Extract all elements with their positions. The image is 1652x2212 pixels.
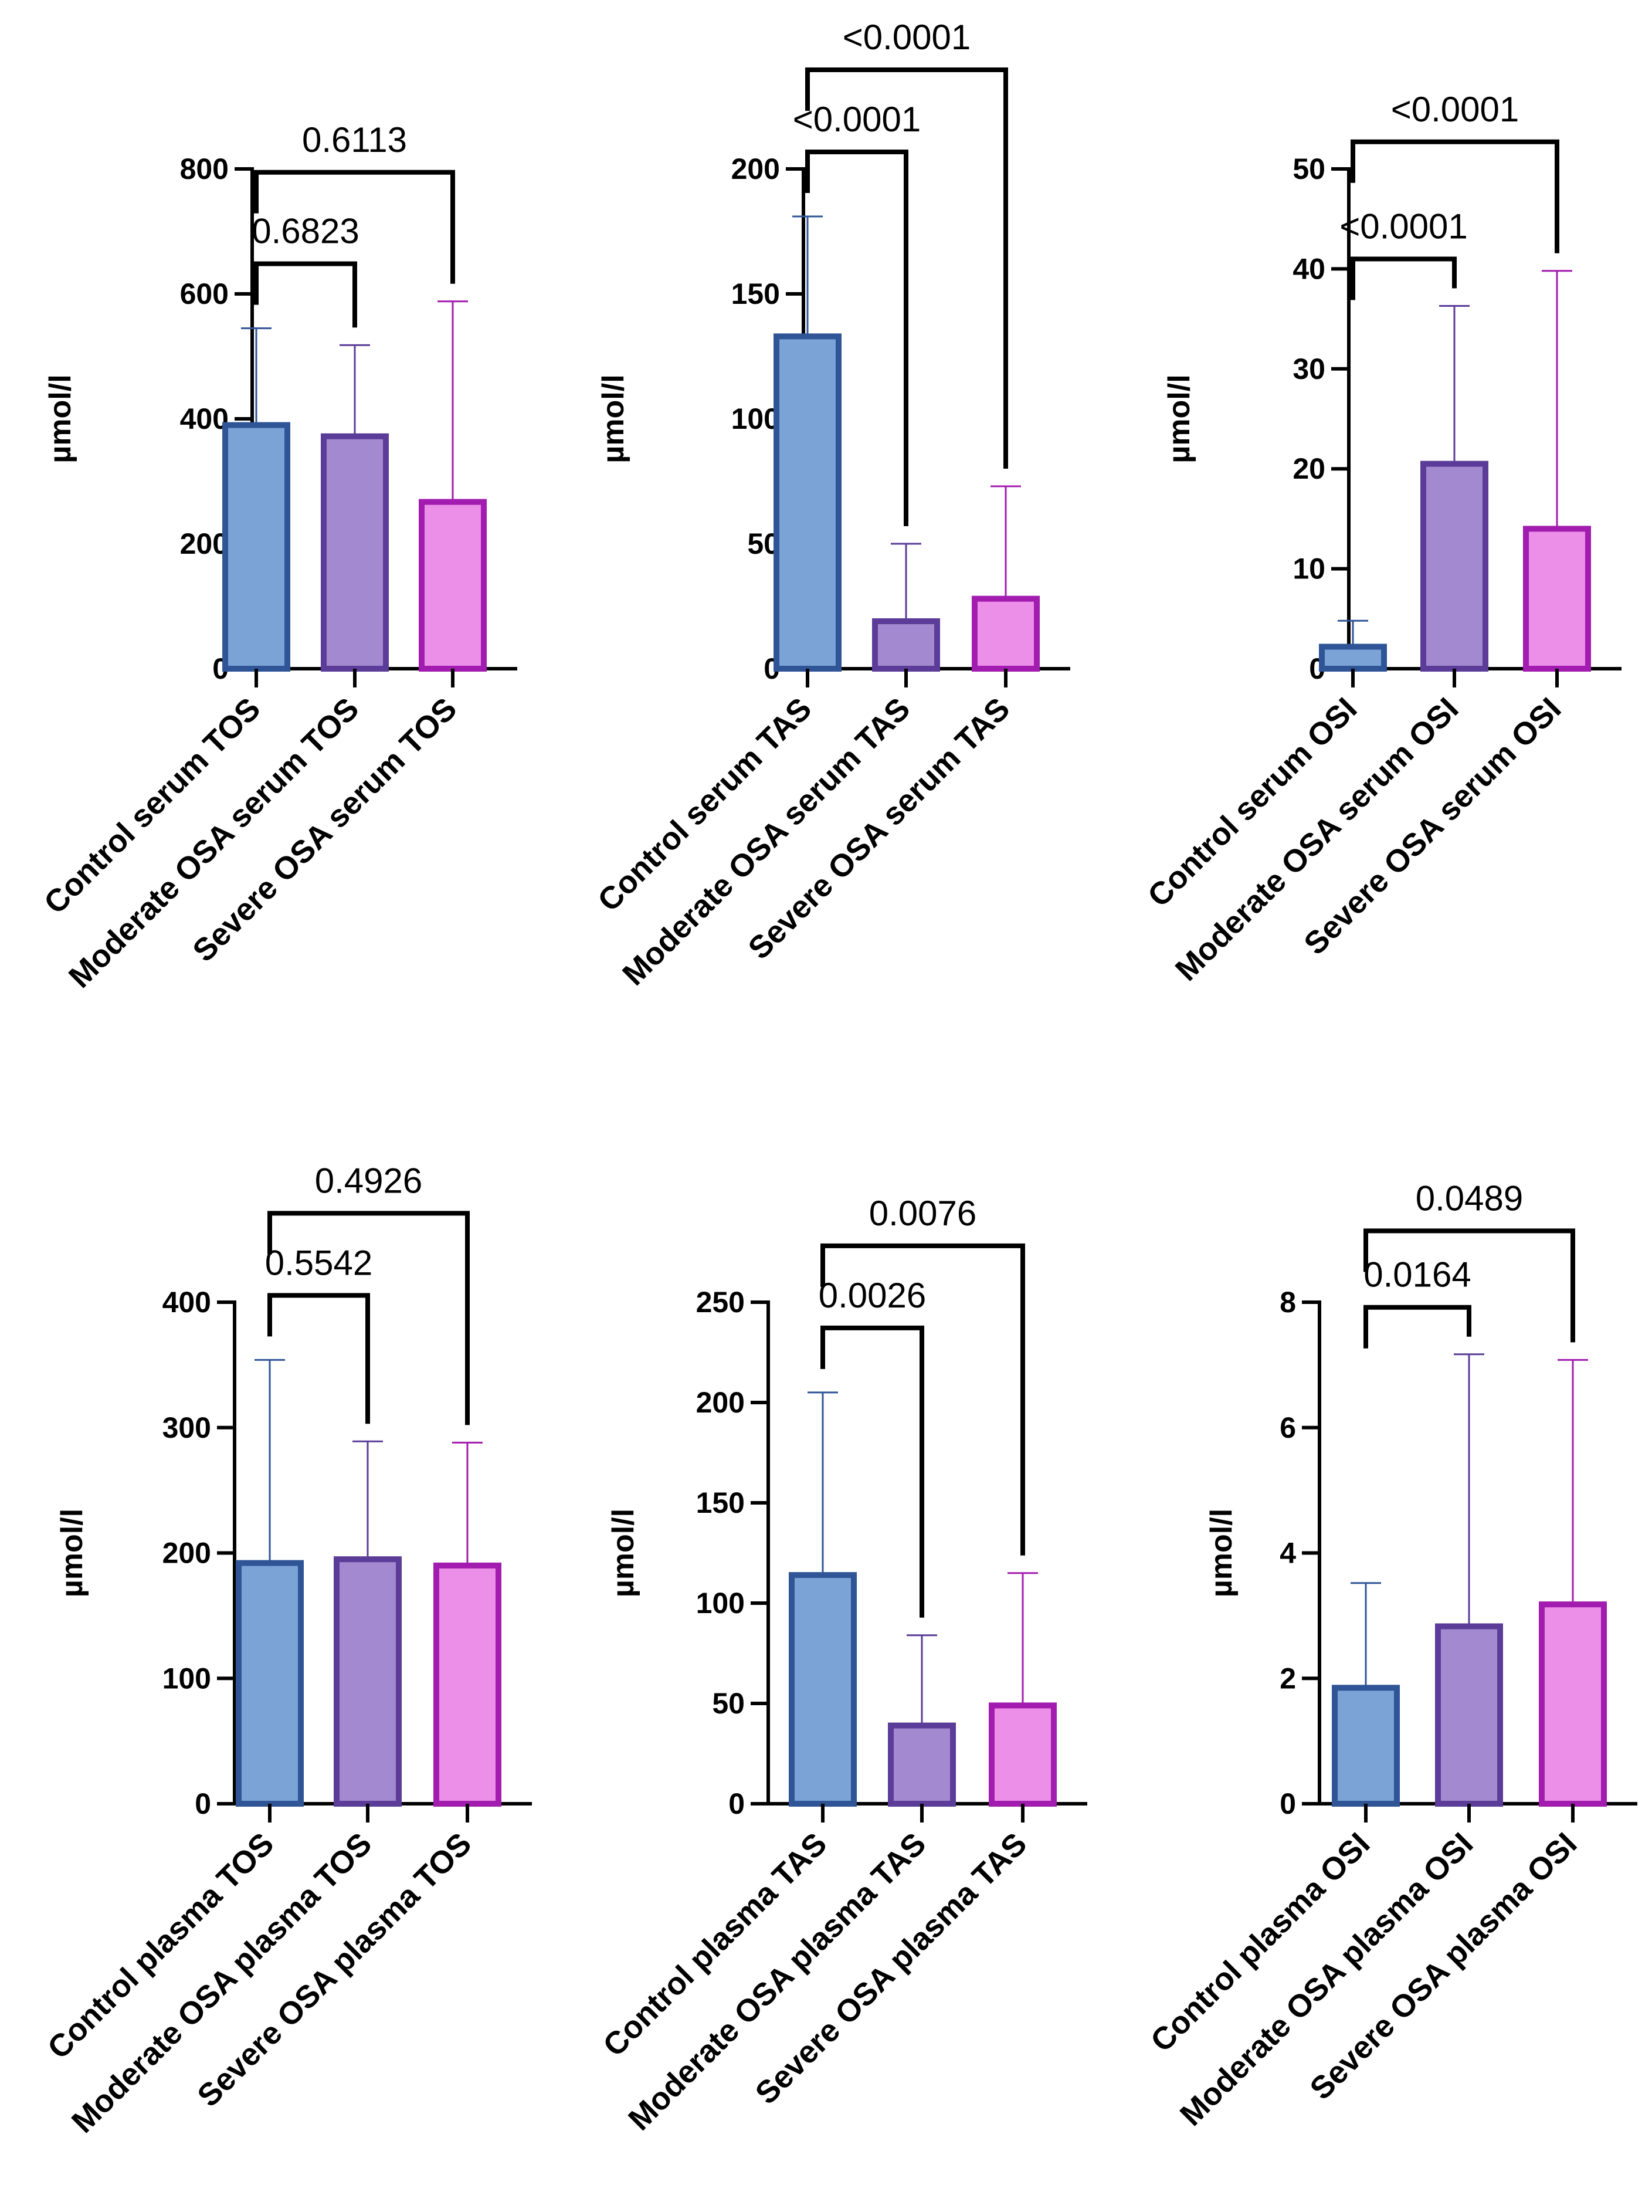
- bar: [222, 422, 290, 672]
- bar: [1420, 460, 1488, 672]
- bar: [419, 499, 487, 672]
- y-tick-label: 600: [180, 277, 229, 310]
- y-tick-label: 8: [1280, 1286, 1296, 1319]
- y-tick-label: 300: [162, 1411, 211, 1444]
- bar: [321, 433, 389, 672]
- y-tick-label: 20: [1293, 452, 1325, 485]
- y-tick-label: 50: [712, 1687, 745, 1720]
- bar: [334, 1556, 402, 1807]
- bar: [989, 1702, 1057, 1807]
- y-tick-label: 4: [1280, 1537, 1296, 1570]
- y-tick-label: 0: [728, 1787, 745, 1820]
- y-axis-label: µmol/l: [1205, 1509, 1239, 1597]
- y-tick-label: 150: [731, 277, 780, 310]
- bar: [789, 1572, 857, 1807]
- p-value-label: <0.0001: [1391, 90, 1519, 129]
- bar: [1523, 526, 1591, 672]
- y-tick-label: 150: [696, 1486, 745, 1519]
- bar: [1319, 643, 1387, 672]
- y-tick-label: 200: [162, 1537, 211, 1570]
- p-value-label: <0.0001: [793, 100, 921, 139]
- y-tick-label: 10: [1293, 553, 1325, 585]
- p-value-label: 0.6823: [252, 212, 359, 251]
- y-tick-label: 200: [180, 527, 229, 560]
- bar: [774, 333, 842, 672]
- y-tick-label: 100: [162, 1662, 211, 1695]
- p-value-label: 0.5542: [265, 1243, 373, 1282]
- y-tick-label: 200: [696, 1386, 745, 1419]
- bar: [872, 618, 940, 672]
- y-tick-label: 250: [696, 1286, 745, 1319]
- significance-bracket: [805, 67, 1008, 469]
- p-value-label: 0.0164: [1363, 1255, 1471, 1295]
- p-value-label: 0.0489: [1416, 1178, 1524, 1218]
- significance-bracket: [820, 1243, 1025, 1556]
- y-axis-label: µmol/l: [596, 374, 630, 463]
- y-tick-label: 100: [731, 402, 780, 435]
- y-tick-label: 6: [1280, 1411, 1296, 1444]
- bar: [433, 1562, 501, 1807]
- bar: [972, 595, 1040, 672]
- y-tick-label: 800: [180, 153, 229, 185]
- significance-bracket: [1363, 1305, 1471, 1349]
- y-axis-label: µmol/l: [43, 374, 77, 463]
- p-value-label: <0.0001: [843, 18, 971, 57]
- y-axis-label: µmol/l: [606, 1509, 640, 1597]
- y-tick-label: 30: [1293, 353, 1325, 385]
- significance-bracket: [267, 1293, 370, 1424]
- bar: [1435, 1623, 1503, 1807]
- p-value-label: <0.0001: [1339, 206, 1468, 246]
- p-value-label: 0.0026: [819, 1276, 927, 1315]
- significance-bracket: [254, 261, 357, 328]
- y-tick-label: 400: [162, 1286, 211, 1319]
- y-tick-label: 100: [696, 1587, 745, 1620]
- bar: [1539, 1601, 1607, 1807]
- y-axis-label: µmol/l: [1162, 374, 1196, 463]
- y-tick-label: 2: [1280, 1662, 1296, 1695]
- p-value-label: 0.6113: [302, 120, 407, 160]
- y-tick-label: 40: [1293, 252, 1325, 285]
- significance-bracket: [254, 170, 455, 284]
- bar: [1332, 1685, 1400, 1807]
- bar: [236, 1560, 304, 1807]
- significance-bracket: [1351, 139, 1559, 253]
- p-value-label: 0.0076: [869, 1194, 977, 1233]
- significance-bracket: [267, 1211, 470, 1425]
- significance-bracket: [1351, 256, 1457, 300]
- significance-bracket: [805, 149, 908, 526]
- significance-bracket: [820, 1325, 924, 1618]
- y-tick-label: 400: [180, 402, 229, 435]
- p-value-label: 0.4926: [315, 1161, 423, 1200]
- bar: [888, 1722, 956, 1807]
- y-tick-label: 200: [731, 153, 780, 185]
- significance-bracket: [1363, 1228, 1575, 1343]
- y-tick-label: 50: [1293, 153, 1325, 185]
- y-tick-label: 0: [1280, 1787, 1296, 1820]
- y-tick-label: 0: [195, 1787, 211, 1820]
- y-axis-label: µmol/l: [55, 1509, 89, 1597]
